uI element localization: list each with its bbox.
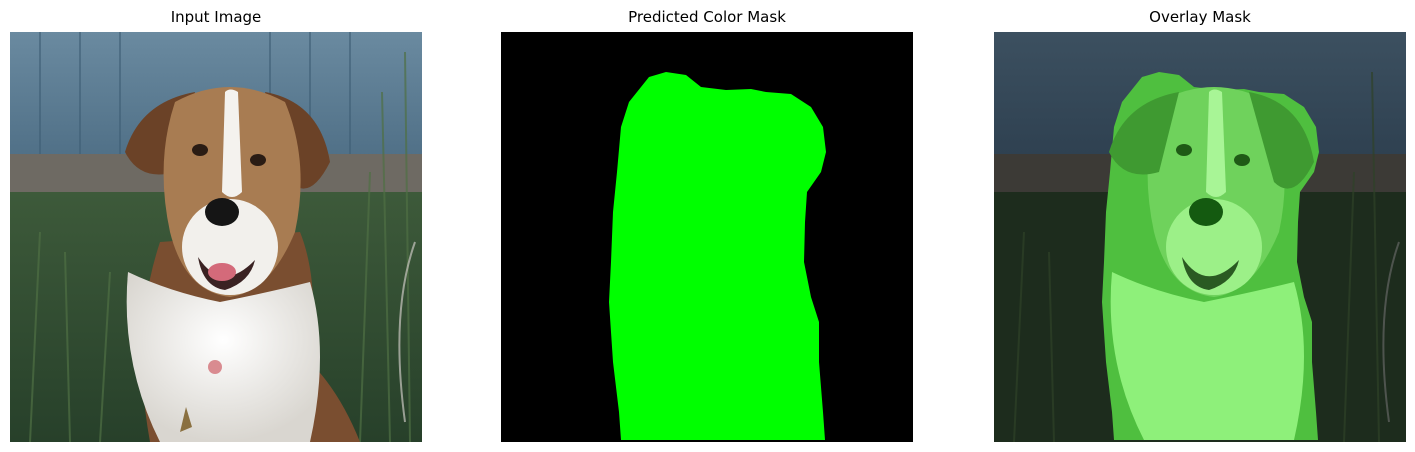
input-image-panel: Input Image bbox=[10, 0, 422, 452]
predicted-mask-title: Predicted Color Mask bbox=[628, 8, 786, 26]
overlay-mask-title: Overlay Mask bbox=[1149, 8, 1251, 26]
input-image bbox=[10, 32, 422, 442]
overlay-mask-image bbox=[994, 32, 1406, 442]
overlay-mask-panel: Overlay Mask bbox=[994, 0, 1406, 452]
predicted-mask-panel: Predicted Color Mask bbox=[501, 0, 913, 452]
input-image-title: Input Image bbox=[170, 8, 262, 26]
predicted-mask-image bbox=[501, 32, 913, 442]
